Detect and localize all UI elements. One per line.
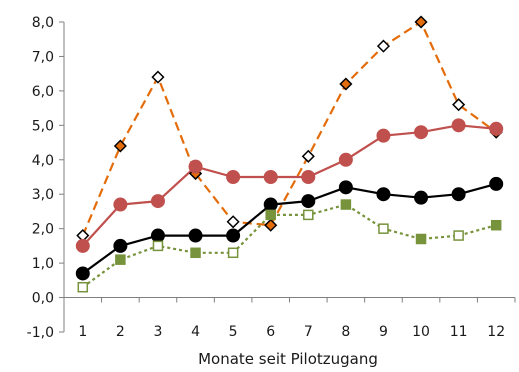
y-tick-label: 0,0	[32, 291, 54, 307]
tick-labels: -1,00,01,02,03,04,05,06,07,08,01 2 3 4 5 6 7 8 9…	[27, 15, 505, 341]
x-tick-label: 8	[341, 324, 350, 340]
series-2-point	[301, 170, 316, 184]
series-4-point	[340, 199, 352, 210]
series-2-point	[113, 197, 128, 212]
series-4-point	[415, 233, 427, 245]
series-1-line	[81, 20, 497, 237]
y-tick-label: 6,0	[32, 84, 54, 100]
x-tick-label: 6	[266, 324, 275, 340]
series-2-point	[376, 128, 391, 143]
series-4-point	[152, 240, 164, 252]
series-1-point	[414, 15, 428, 29]
series-3-point	[338, 180, 353, 195]
x-tick-label: 5	[229, 324, 238, 340]
series-1-point	[301, 149, 315, 163]
series-3-point	[414, 190, 429, 205]
series-3-point	[226, 228, 241, 243]
series-3-point	[188, 228, 203, 243]
x-tick-label: 2	[116, 324, 125, 340]
series-2-point	[75, 238, 90, 253]
series-1-point	[339, 77, 353, 91]
y-tick-label: -1,0	[27, 325, 54, 341]
series-2-point	[414, 125, 429, 140]
series-4-point	[378, 223, 389, 234]
series-4-point	[453, 230, 464, 241]
x-tick-label: 11	[450, 324, 468, 340]
x-tick-label: 9	[379, 324, 388, 340]
y-tick-label: 8,0	[32, 15, 54, 31]
series-2-point	[150, 194, 165, 209]
series-4-point	[490, 219, 502, 231]
series-2-point	[263, 170, 278, 184]
series-3-point	[150, 228, 165, 243]
series-1-point	[113, 139, 127, 153]
series-3-point	[75, 266, 90, 281]
series-2-point	[489, 121, 504, 136]
series-3-line	[82, 182, 497, 275]
x-tick-label: 10	[412, 324, 430, 340]
series-1-point	[226, 215, 240, 229]
series-markers	[75, 15, 504, 293]
series-3-point	[376, 187, 391, 202]
series-4-point	[303, 209, 314, 221]
series-2-line	[81, 124, 497, 247]
series-1-point	[151, 70, 165, 84]
series-2-point	[338, 152, 353, 167]
series-4-point	[115, 254, 126, 265]
series-1-point	[264, 218, 278, 232]
series-lines	[81, 20, 497, 289]
x-tick-label: 1	[78, 324, 87, 340]
series-3-point	[301, 194, 316, 209]
series-1-point	[452, 98, 466, 112]
series-4-point	[190, 247, 201, 259]
series-3-point	[451, 187, 466, 202]
y-tick-label: 3,0	[32, 187, 54, 203]
x-tick-label: 7	[304, 324, 313, 340]
y-tick-label: 4,0	[32, 153, 54, 169]
series-2-point	[451, 118, 466, 133]
series-3-point	[489, 176, 504, 191]
y-tick-label: 1,0	[32, 256, 54, 272]
y-tick-label: 2,0	[32, 222, 54, 238]
x-tick-label: 3	[153, 324, 162, 340]
y-tick-label: 7,0	[32, 49, 54, 65]
series-4-point	[265, 209, 276, 221]
axes	[59, 21, 516, 333]
series-1-point	[376, 39, 391, 53]
series-4-point	[227, 247, 239, 259]
series-2-point	[188, 159, 203, 174]
x-tick-label: 12	[487, 324, 505, 340]
series-4-point	[77, 281, 89, 293]
y-tick-label: 5,0	[32, 118, 54, 134]
series-4-line	[82, 203, 497, 289]
series-3-point	[263, 197, 278, 212]
series-3-point	[113, 238, 128, 253]
series-2-point	[226, 170, 241, 184]
x-axis-title: Monate seit Pilotzugang	[198, 350, 378, 368]
x-tick-label: 4	[191, 324, 200, 340]
